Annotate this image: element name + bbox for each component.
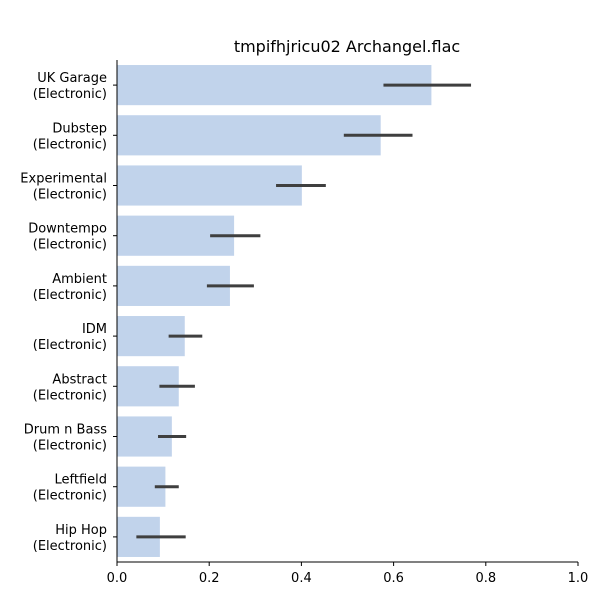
bar	[117, 65, 432, 106]
y-tick-label: Abstract	[52, 372, 107, 387]
y-tick-label-group: (Electronic)	[33, 288, 107, 303]
y-tick-labels: UK Garage(Electronic)Dubstep(Electronic)…	[20, 71, 107, 554]
x-tick-label: 0.4	[291, 571, 312, 586]
chart-title: tmpifhjricu02 Archangel.flac	[234, 37, 460, 56]
y-tick-label-group: (Electronic)	[33, 439, 107, 454]
x-tick-label: 0.8	[475, 571, 496, 586]
y-tick-label-group: (Electronic)	[33, 137, 107, 152]
y-tick-label: Drum n Bass	[24, 423, 107, 438]
x-tick-label: 1.0	[568, 571, 589, 586]
bar	[117, 115, 381, 156]
y-tick-label: Hip Hop	[55, 523, 107, 538]
y-tick-label: Dubstep	[52, 121, 107, 136]
axes-layer	[113, 60, 579, 566]
y-tick-label-group: (Electronic)	[33, 238, 107, 253]
x-tick-label: 0.0	[107, 571, 128, 586]
x-tick-labels: 0.0 0.2 0.4 0.6 0.8 1.0	[107, 571, 589, 586]
y-tick-label-group: (Electronic)	[33, 489, 107, 504]
y-tick-label: Experimental	[20, 172, 107, 187]
y-tick-label: UK Garage	[37, 71, 107, 86]
bars-layer	[117, 65, 432, 557]
y-tick-label-group: (Electronic)	[33, 188, 107, 203]
errorbars-layer	[136, 83, 472, 539]
y-tick-label: IDM	[82, 322, 107, 337]
bar	[117, 165, 302, 206]
y-tick-label-group: (Electronic)	[33, 539, 107, 554]
y-tick-label: Ambient	[52, 272, 107, 287]
y-tick-label-group: (Electronic)	[33, 388, 107, 403]
y-tick-label: Downtempo	[28, 222, 107, 237]
y-tick-label: Leftfield	[54, 473, 107, 488]
x-tick-label: 0.2	[199, 571, 220, 586]
y-tick-label-group: (Electronic)	[33, 87, 107, 102]
x-tick-label: 0.6	[383, 571, 404, 586]
y-tick-label-group: (Electronic)	[33, 338, 107, 353]
